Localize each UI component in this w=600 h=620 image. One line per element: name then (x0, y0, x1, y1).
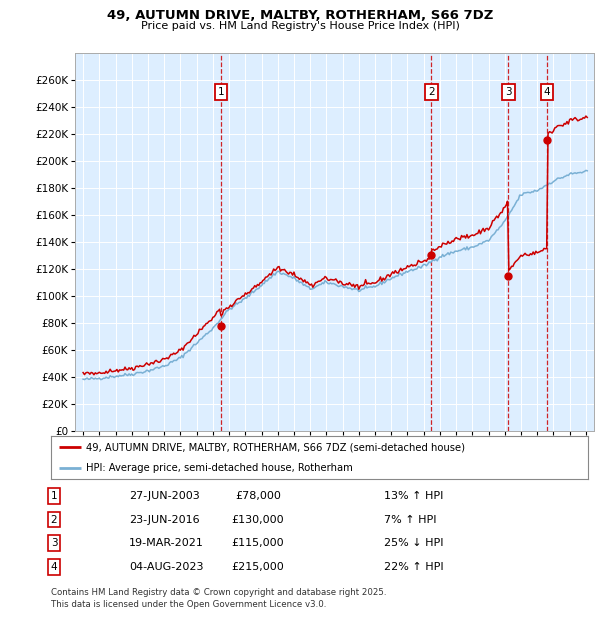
Text: 25% ↓ HPI: 25% ↓ HPI (384, 538, 443, 548)
Text: 49, AUTUMN DRIVE, MALTBY, ROTHERHAM, S66 7DZ: 49, AUTUMN DRIVE, MALTBY, ROTHERHAM, S66… (107, 9, 493, 22)
Text: 4: 4 (50, 562, 58, 572)
Text: 19-MAR-2021: 19-MAR-2021 (129, 538, 204, 548)
Text: 3: 3 (50, 538, 58, 548)
Text: Contains HM Land Registry data © Crown copyright and database right 2025.
This d: Contains HM Land Registry data © Crown c… (51, 588, 386, 609)
Text: 1: 1 (50, 491, 58, 501)
Text: 27-JUN-2003: 27-JUN-2003 (129, 491, 200, 501)
Text: £115,000: £115,000 (232, 538, 284, 548)
Text: 1: 1 (217, 87, 224, 97)
Text: Price paid vs. HM Land Registry's House Price Index (HPI): Price paid vs. HM Land Registry's House … (140, 21, 460, 31)
Text: 3: 3 (505, 87, 512, 97)
Text: £78,000: £78,000 (235, 491, 281, 501)
Text: 23-JUN-2016: 23-JUN-2016 (129, 515, 200, 525)
Text: 7% ↑ HPI: 7% ↑ HPI (384, 515, 437, 525)
Text: HPI: Average price, semi-detached house, Rotherham: HPI: Average price, semi-detached house,… (86, 463, 353, 472)
Text: 4: 4 (544, 87, 550, 97)
Text: £130,000: £130,000 (232, 515, 284, 525)
Text: 2: 2 (50, 515, 58, 525)
Text: 04-AUG-2023: 04-AUG-2023 (129, 562, 203, 572)
Text: 13% ↑ HPI: 13% ↑ HPI (384, 491, 443, 501)
Text: £215,000: £215,000 (232, 562, 284, 572)
Text: 49, AUTUMN DRIVE, MALTBY, ROTHERHAM, S66 7DZ (semi-detached house): 49, AUTUMN DRIVE, MALTBY, ROTHERHAM, S66… (86, 443, 465, 453)
Text: 22% ↑ HPI: 22% ↑ HPI (384, 562, 443, 572)
Text: 2: 2 (428, 87, 435, 97)
